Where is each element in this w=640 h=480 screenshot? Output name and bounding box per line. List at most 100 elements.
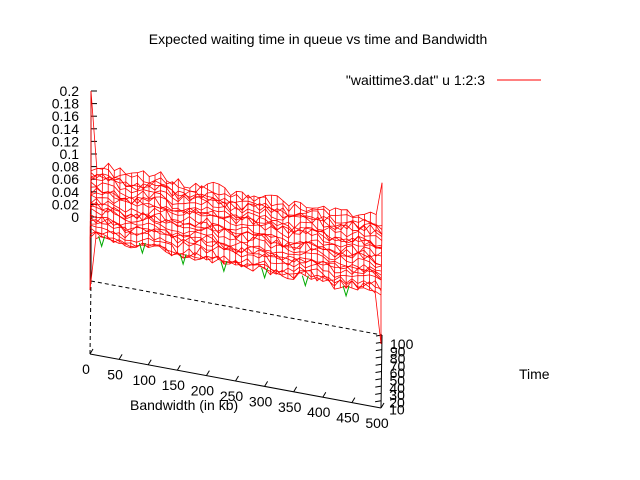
tick-labels: 00.020.040.060.080.10.120.140.160.180.20… [52, 83, 414, 431]
surface-line [147, 176, 150, 248]
surface-line [118, 167, 121, 244]
surface-line [328, 210, 330, 281]
surface-line [136, 172, 138, 248]
y-tick-mark [375, 363, 382, 366]
y-tick-mark [375, 378, 382, 381]
surface-underside [138, 242, 146, 255]
x-tick-label: 350 [278, 399, 302, 415]
surface-line [165, 180, 168, 252]
surface-line [310, 208, 313, 280]
surface-line [101, 168, 103, 238]
y-tick-label: 70 [390, 358, 406, 374]
y-tick-mark [375, 371, 382, 373]
surface-line [153, 175, 156, 247]
legend: "waittime3.dat" u 1:2:3 [346, 72, 541, 88]
surface-line [142, 170, 144, 246]
surface-line [130, 173, 133, 248]
z-tick-label: 0.1 [60, 146, 80, 162]
y-tick-mark [375, 356, 382, 359]
surface-line [246, 195, 249, 268]
surface-line [334, 207, 336, 290]
x-tick-label: 50 [107, 366, 123, 382]
surface-underside [261, 267, 269, 280]
chart-title: Expected waiting time in queue vs time a… [149, 31, 488, 47]
x-tick-label: 250 [220, 388, 244, 404]
back-x-line [90, 280, 383, 336]
surface-line [351, 216, 354, 288]
x-tick-mark [380, 402, 385, 409]
surface-line [188, 188, 191, 258]
surface-line [89, 91, 92, 290]
y-tick-label: 90 [390, 343, 406, 359]
x-tick-label: 300 [249, 393, 273, 409]
surface-line [252, 195, 255, 272]
y-axis-label: Time [519, 366, 550, 382]
surface-line [380, 182, 383, 344]
x-tick-label: 150 [162, 377, 186, 393]
surface-line [339, 209, 342, 288]
surface-line [369, 212, 371, 291]
x-tick-mark [264, 381, 269, 387]
x-tick-mark [118, 354, 123, 360]
z-tick-label: 0.12 [52, 133, 79, 149]
surface-line [264, 195, 266, 269]
surface-line [287, 206, 290, 279]
surface-line [322, 206, 325, 282]
z-tick-label: 0.02 [52, 196, 79, 212]
surface-underside [98, 236, 106, 249]
legend-label: "waittime3.dat" u 1:2:3 [346, 72, 485, 88]
surface-line [229, 195, 232, 265]
y-tick-label: 100 [390, 336, 414, 352]
x-tick-mark [176, 364, 181, 371]
surface-line [194, 183, 197, 261]
x-tick-mark [147, 359, 152, 366]
z-tick-label: 0.16 [52, 108, 79, 124]
surface-line [270, 195, 272, 275]
surface-line [159, 171, 162, 247]
x-tick-mark [322, 391, 327, 398]
y-tick-label: 60 [390, 365, 406, 381]
x-tick-mark [89, 348, 94, 355]
y-tick-label: 10 [389, 402, 405, 418]
surface-line [124, 174, 127, 246]
x-tick-label: 400 [307, 404, 331, 420]
surface-line [357, 215, 360, 291]
x-tick-mark [235, 375, 239, 382]
surface-underside [179, 254, 187, 266]
surface-line [107, 163, 109, 239]
back-y-line [89, 280, 92, 355]
surface-line [363, 214, 365, 288]
x-tick-label: 200 [191, 383, 215, 399]
surface-line [345, 209, 348, 289]
surface-line [200, 185, 202, 260]
y-tick-mark [375, 392, 382, 395]
y-tick-label: 40 [389, 380, 405, 396]
surface-underside [220, 261, 228, 274]
z-tick-label: 0.18 [52, 96, 79, 112]
y-tick-label: 20 [389, 394, 405, 410]
x-tick-mark [351, 397, 356, 403]
surface-line [299, 202, 301, 274]
surface-line [293, 201, 296, 280]
surface-line [374, 214, 377, 294]
z-tick-label: 0.14 [52, 121, 79, 137]
surface-line [95, 168, 98, 239]
x-tick-mark [293, 386, 298, 393]
z-tick-label: 0 [71, 209, 79, 225]
z-tick-label: 0.2 [60, 83, 80, 99]
y-tick-mark [375, 385, 382, 388]
surface-mesh [89, 90, 383, 345]
surface-line [304, 207, 307, 276]
y-tick-mark [375, 400, 382, 403]
y-tick-mark [375, 349, 382, 352]
x-tick-label: 0 [82, 361, 90, 377]
surface-line [316, 207, 319, 281]
surface-line [206, 184, 208, 261]
surface-line [281, 200, 284, 276]
surface-underside [301, 275, 309, 288]
y-tick-label: 30 [389, 387, 405, 403]
x-tick-label: 500 [365, 415, 389, 431]
surface-line [176, 178, 179, 255]
